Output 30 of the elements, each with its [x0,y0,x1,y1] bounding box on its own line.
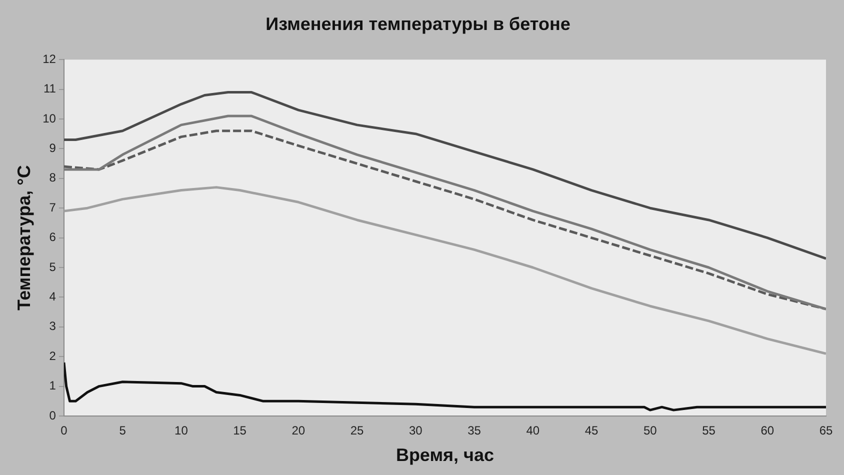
chart-title: Изменения температуры в бетоне [266,14,570,34]
x-tick-label: 55 [702,424,716,438]
y-axis-title: Температура, °C [14,165,34,310]
x-tick-label: 60 [760,424,774,438]
y-tick-label: 0 [49,408,56,422]
x-tick-label: 15 [233,424,247,438]
x-axis-title: Время, час [396,445,494,466]
y-tick-label: 4 [49,290,56,304]
y-tick-label: 6 [49,230,56,244]
y-tick-label: 10 [42,111,56,126]
x-tick-label: 20 [292,424,306,438]
x-tick-label: 35 [468,424,482,438]
x-tick-label: 5 [119,424,126,438]
y-tick-label: 2 [49,348,56,363]
y-tick-label: 11 [43,82,56,96]
x-tick-label: 45 [584,424,599,438]
x-tick-label: 10 [174,424,188,438]
y-tick-label: 1 [49,378,56,393]
y-tick-label: 9 [49,141,56,156]
x-tick-label: 0 [60,424,68,438]
x-tick-label: 65 [819,424,833,438]
y-tick-label: 7 [49,200,56,214]
x-tick-label: 40 [526,424,540,438]
y-tick-label: 3 [49,319,56,334]
x-tick-label: 50 [643,424,658,438]
y-tick-label: 8 [49,170,56,185]
x-tick-label: 25 [350,424,364,438]
y-tick-label: 5 [49,260,56,274]
x-tick-label: 30 [408,424,423,438]
y-tick-label: 12 [42,52,56,66]
